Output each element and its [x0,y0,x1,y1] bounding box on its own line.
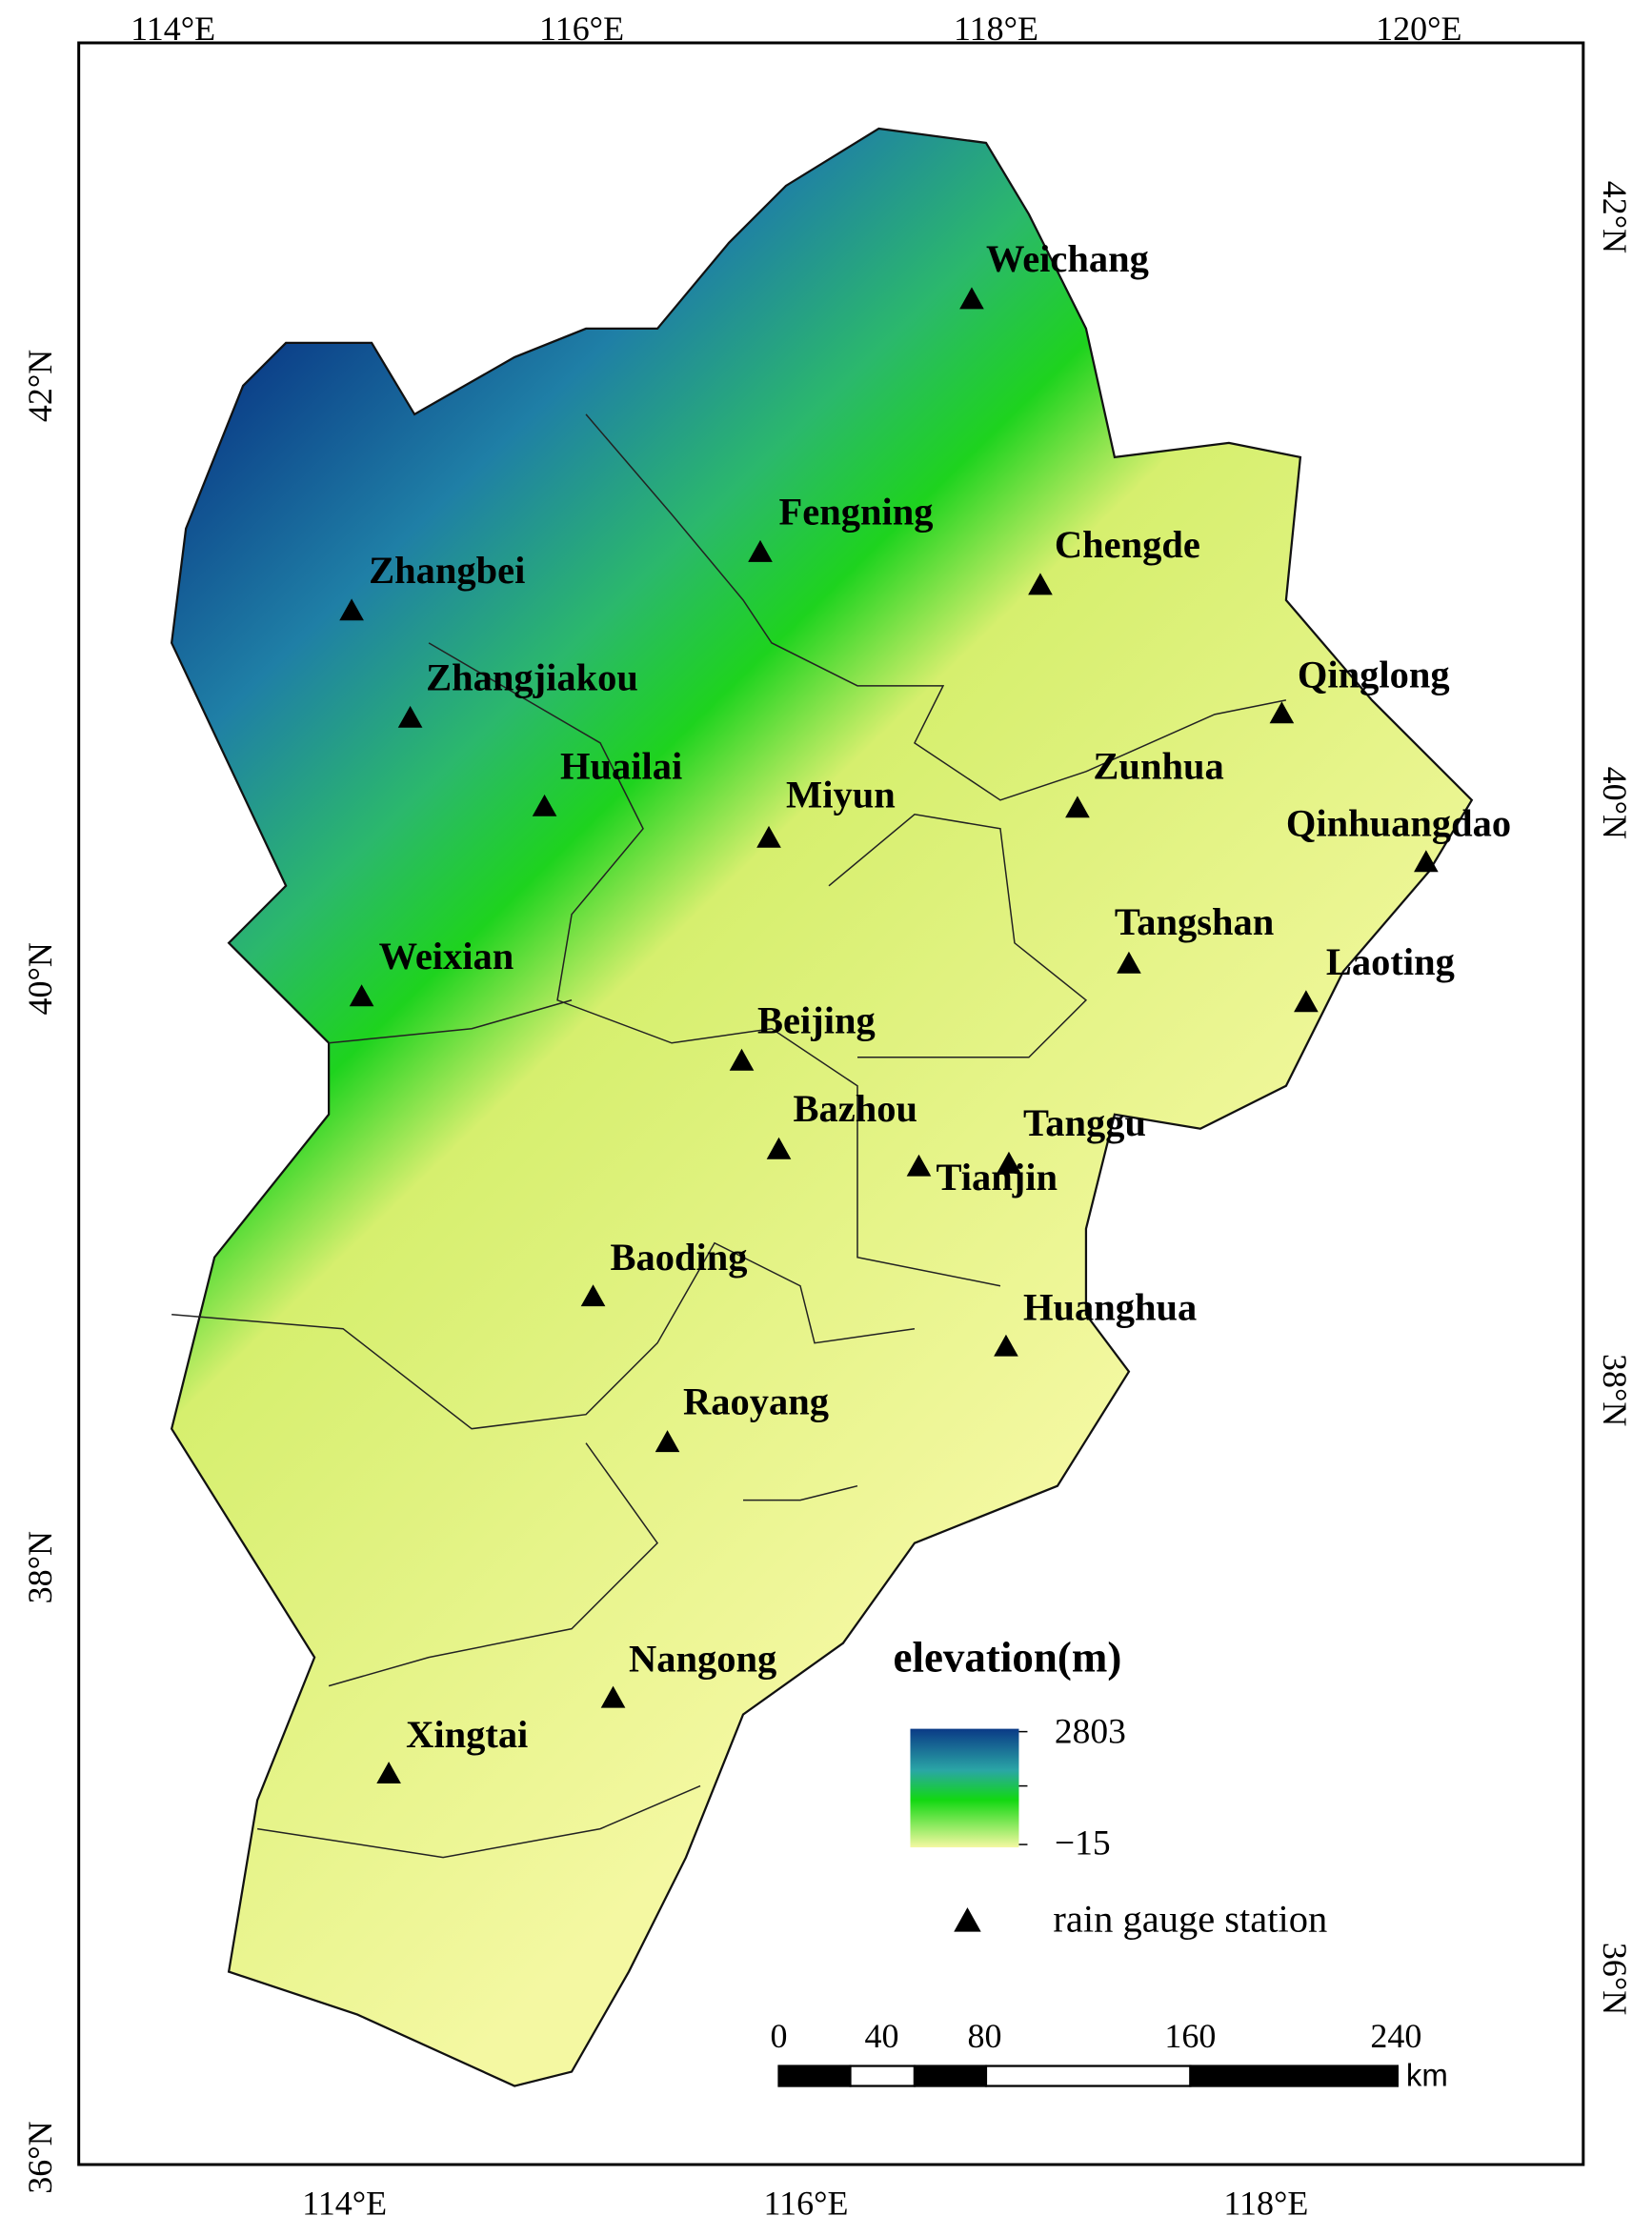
station-marker [994,1334,1018,1357]
scale-label: 240 [1370,2017,1421,2055]
station-marker [376,1762,401,1784]
station-label: Weichang [986,237,1149,280]
annotations: 114°E 116°E 118°E 120°E 114°E 116°E 118°E 42°N 4… [21,10,1634,2223]
scale-unit: km [1406,2058,1448,2093]
station-marker [655,1430,680,1453]
scale-segment [849,2065,917,2087]
station-marker [397,705,423,728]
station-label: Zunhua [1093,744,1223,787]
legend-title: elevation(m) [893,1634,1121,1682]
scale-segment [777,2065,852,2087]
legend-min: −15 [1055,1824,1111,1863]
station-label: Tangshan [1115,900,1274,943]
scale-label: 80 [967,2017,1001,2055]
station-marker [729,1048,755,1071]
scale-segment [1189,2065,1399,2087]
station-marker [766,1137,792,1159]
station-label: Tianjin [936,1156,1058,1199]
station-label: Zhangbei [369,549,525,592]
station-label: Raoyang [683,1380,829,1423]
region [170,127,1474,2087]
station-label: Xingtai [406,1713,528,1756]
legend-station-label: rain gauge station [1053,1898,1327,1941]
station-label: Beijing [757,998,876,1041]
station-marker [532,794,557,816]
station-label: Zhangjiakou [426,655,638,698]
station-marker [997,1151,1021,1174]
scale-segment [984,2065,1192,2087]
station-label: Bazhou [794,1087,918,1130]
station-marker [1065,796,1090,818]
axis-label: 114°E [302,2185,387,2223]
axis-label: 36°N [21,2121,59,2193]
axis-label: 116°E [763,2185,848,2223]
axis-label: 38°N [21,1531,59,1603]
axis-label: 116°E [539,10,624,48]
station-marker [756,825,781,848]
boundaries [171,413,1287,1859]
axis-label: 40°N [1596,767,1634,839]
station-marker [1117,951,1141,974]
station-marker [1028,573,1053,595]
station-label: Huanghua [1023,1286,1197,1329]
scale-segment [913,2065,988,2087]
axis-label: 42°N [1596,181,1634,253]
station-marker [580,1284,606,1307]
station-label: Nangong [629,1638,776,1681]
axis-label: 40°N [21,942,59,1015]
station-marker [1414,850,1439,873]
axis-label: 36°N [1596,1943,1634,2015]
station-marker [906,1154,932,1177]
scale-label: 0 [771,2017,788,2055]
legend-max: 2803 [1055,1713,1126,1752]
station-label: Weixian [379,935,514,977]
scale-label: 160 [1164,2017,1216,2055]
axis-label: 42°N [21,350,59,422]
station-marker [1294,990,1319,1013]
axis-label: 120°E [1376,10,1461,48]
station-label: Qinglong [1298,653,1450,695]
axis-label: 118°E [1223,2185,1308,2223]
station-label: Tanggu [1023,1101,1146,1144]
station-marker [1269,701,1295,724]
axis-label: 118°E [954,10,1038,48]
station-marker [748,539,773,562]
station-label: Huailai [560,744,682,787]
axis-label: 38°N [1596,1354,1634,1426]
station-marker [339,598,364,621]
legend-colorbar [910,1728,1019,1848]
axis-label: 114°E [131,10,215,48]
station-label: Qinhuangdao [1286,801,1511,844]
station-marker [349,984,374,1007]
station-label: Laoting [1326,940,1455,983]
station-label: Miyun [786,773,896,816]
station-label: Fengning [779,490,934,533]
legend-station-marker [954,1907,981,1932]
station-marker [600,1685,626,1708]
scale-label: 40 [864,2017,898,2055]
station-label: Baoding [611,1236,748,1279]
station-label: Chengde [1055,523,1200,566]
station-marker [959,287,984,310]
